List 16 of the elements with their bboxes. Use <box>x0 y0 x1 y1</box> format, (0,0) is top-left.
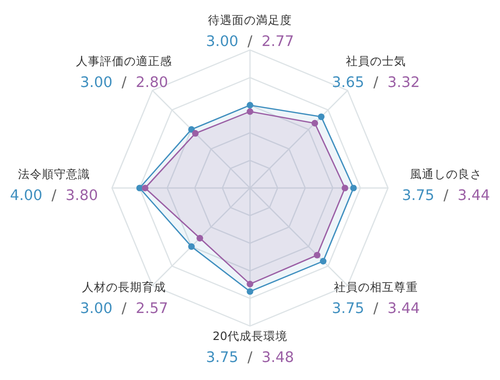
text: 3.00 / 2.80 <box>80 74 168 91</box>
spoke-label: 待遇面の満足度 <box>208 13 292 27</box>
spoke-label: 社員の相互尊重 <box>334 280 418 294</box>
spoke-label: 20代成長環境 <box>212 329 288 343</box>
text: 3.00 / 2.57 <box>80 301 168 318</box>
text: 3.75 / 3.48 <box>206 350 294 366</box>
spoke-label: 社員の士気 <box>346 54 406 68</box>
spoke-label: 人材の長期育成 <box>82 280 166 294</box>
spoke-label: 法令順守意識 <box>18 167 90 181</box>
spoke-label: 風通しの良さ <box>410 167 482 181</box>
text: 3.75 / 3.44 <box>402 188 490 204</box>
text: 4.00 / 3.80 <box>10 188 98 204</box>
text: 3.65 / 3.32 <box>332 74 420 91</box>
text: 3.75 / 3.44 <box>332 301 420 318</box>
text: 3.00 / 2.77 <box>206 34 294 50</box>
spoke-label: 人事評価の適正感 <box>76 54 172 68</box>
